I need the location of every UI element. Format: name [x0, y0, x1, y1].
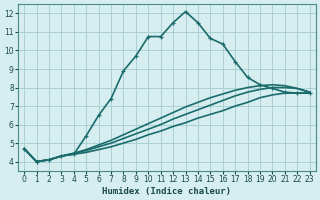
X-axis label: Humidex (Indice chaleur): Humidex (Indice chaleur) [102, 187, 231, 196]
